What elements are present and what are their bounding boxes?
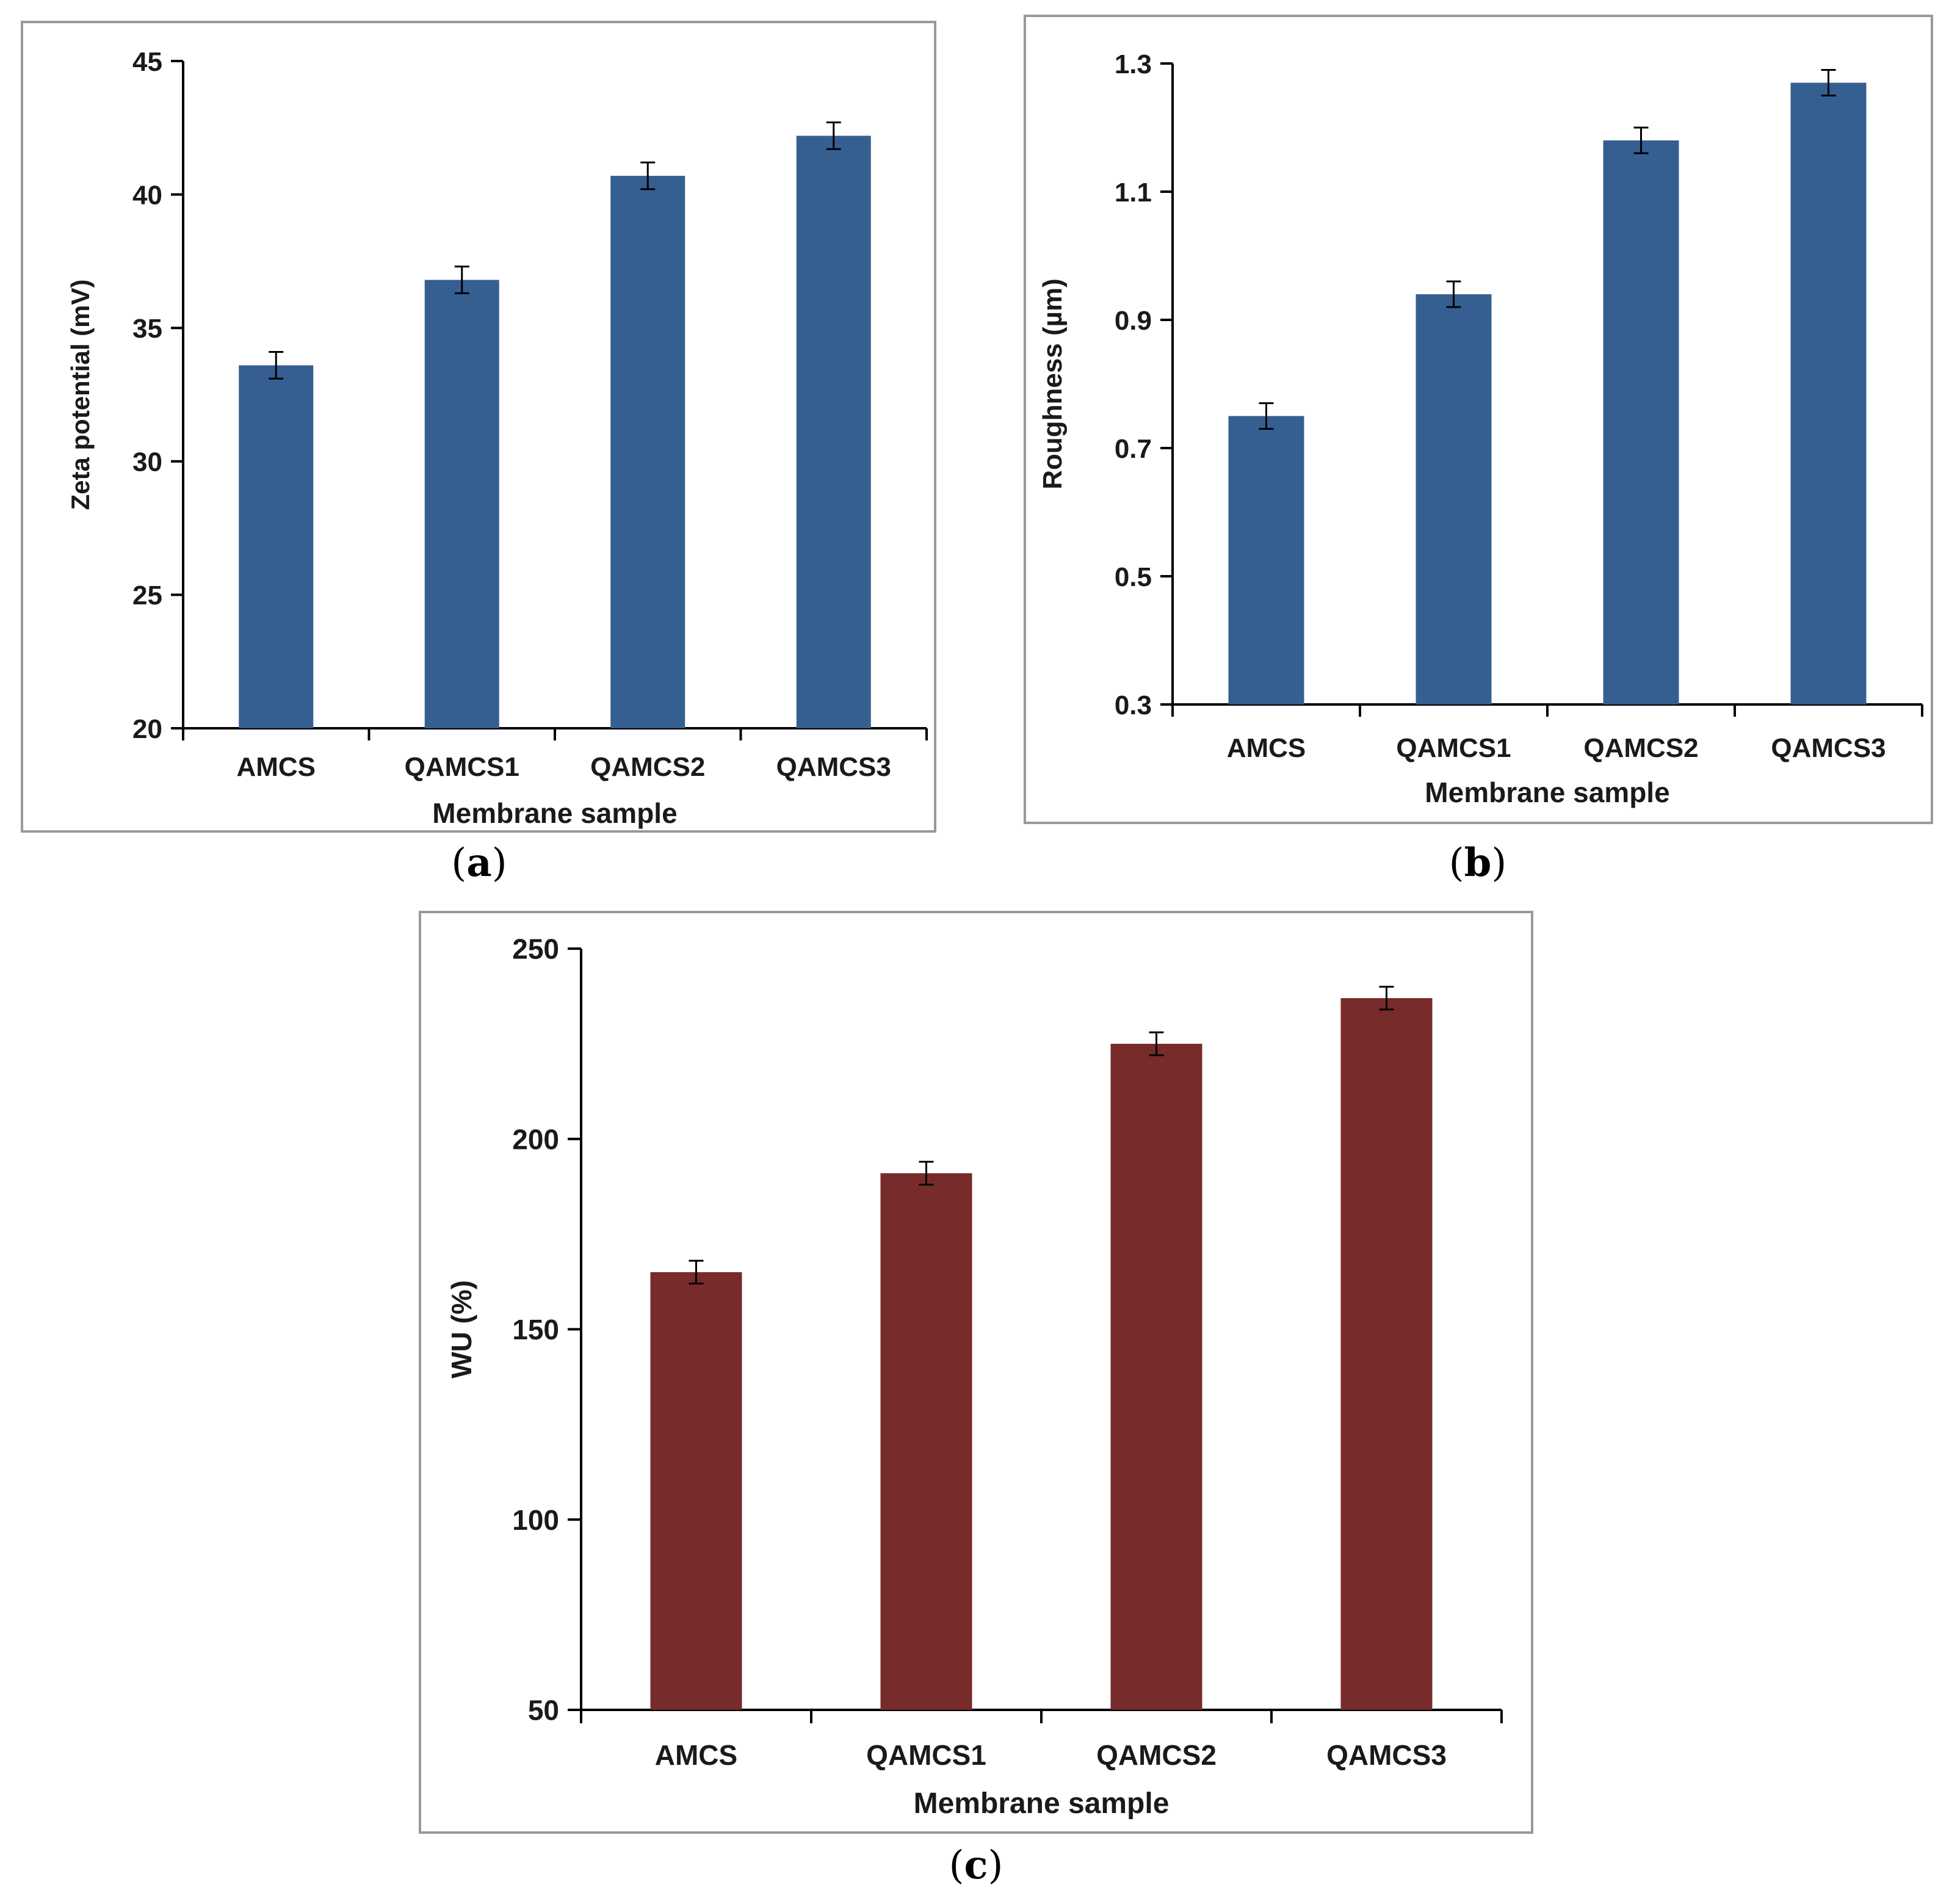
bar-qamcs1 xyxy=(880,1173,972,1710)
x-axis-title: Membrane sample xyxy=(1425,776,1669,808)
chart-a: 20 25 30 35 40 45 AMCS QAMCS1 QAMCS2 QAMCS3 Membra… xyxy=(66,47,928,829)
chart-panel-a: 20 25 30 35 40 45 AMCS QAMCS1 QAMCS2 QAMCS3 Membra… xyxy=(21,21,936,833)
caption-c-letter: c xyxy=(964,1842,988,1888)
y-axis-title: Zeta potential (mV) xyxy=(66,279,95,510)
caption-a-letter: a xyxy=(466,840,492,886)
x-axis-title: Membrane sample xyxy=(914,1787,1170,1820)
x-tick-label: QAMCS2 xyxy=(590,752,705,782)
x-tick-label: QAMCS1 xyxy=(405,752,519,782)
y-tick-label: 35 xyxy=(132,314,162,344)
y-tick-label: 25 xyxy=(132,581,162,610)
chart-panel-c: 50 100 150 200 250 AMCS QAMCS1 QAMCS2 QAMCS3 Memb… xyxy=(419,911,1533,1834)
y-tick-label: 0.5 xyxy=(1115,562,1152,592)
y-axis-title: WU (%) xyxy=(446,1280,477,1378)
y-tick-label: 45 xyxy=(132,47,162,77)
bar-qamcs3 xyxy=(1790,82,1867,704)
y-axis-title: Roughness (µm) xyxy=(1038,278,1068,490)
x-axis-title: Membrane sample xyxy=(432,797,677,829)
bar-amcs xyxy=(239,365,314,728)
chart-c: 50 100 150 200 250 AMCS QAMCS1 QAMCS2 QAMCS3 Memb… xyxy=(446,933,1503,1820)
bar-qamcs1 xyxy=(1416,294,1492,704)
y-tick-label: 0.7 xyxy=(1115,434,1152,464)
x-tick-label: QAMCS2 xyxy=(1096,1739,1217,1771)
caption-b: (b) xyxy=(1448,840,1507,886)
x-tick-label: QAMCS1 xyxy=(1396,733,1511,763)
y-tick-label: 0.3 xyxy=(1115,690,1152,720)
caption-a: (a) xyxy=(451,840,507,886)
y-tick-label: 20 xyxy=(132,714,162,744)
bar-qamcs3 xyxy=(796,136,871,728)
x-tick-label: AMCS xyxy=(236,752,316,782)
bar-amcs xyxy=(650,1272,742,1710)
bar-amcs xyxy=(1228,416,1304,704)
y-tick-label: 100 xyxy=(512,1504,559,1536)
y-tick-label: 1.1 xyxy=(1115,178,1152,208)
x-tick-label: QAMCS3 xyxy=(1771,733,1886,763)
y-tick-label: 150 xyxy=(512,1314,559,1345)
x-tick-label: AMCS xyxy=(655,1739,737,1771)
chart-b: 0.3 0.5 0.7 0.9 1.1 1.3 AMCS QAMCS1 QAMCS2 QAMCS3… xyxy=(1038,49,1923,808)
x-tick-label: QAMCS3 xyxy=(776,752,891,782)
caption-c: (c) xyxy=(949,1842,1003,1888)
chart-panel-b: 0.3 0.5 0.7 0.9 1.1 1.3 AMCS QAMCS1 QAMCS2 QAMCS3… xyxy=(1024,15,1933,824)
bar-qamcs2 xyxy=(610,175,685,729)
caption-b-letter: b xyxy=(1464,840,1492,886)
bar-qamcs2 xyxy=(1603,140,1679,704)
x-tick-label: QAMCS2 xyxy=(1583,733,1698,763)
y-tick-label: 250 xyxy=(512,933,559,965)
y-tick-label: 30 xyxy=(132,447,162,477)
y-tick-label: 200 xyxy=(512,1123,559,1155)
bar-qamcs1 xyxy=(424,280,499,728)
y-tick-label: 0.9 xyxy=(1115,306,1152,336)
bar-qamcs2 xyxy=(1110,1043,1202,1710)
y-tick-label: 40 xyxy=(132,180,162,210)
x-tick-label: QAMCS3 xyxy=(1326,1739,1447,1771)
x-tick-label: AMCS xyxy=(1227,733,1306,763)
x-tick-label: QAMCS1 xyxy=(866,1739,986,1771)
bar-qamcs3 xyxy=(1340,998,1433,1710)
y-tick-label: 50 xyxy=(528,1695,559,1726)
y-tick-label: 1.3 xyxy=(1115,49,1152,79)
